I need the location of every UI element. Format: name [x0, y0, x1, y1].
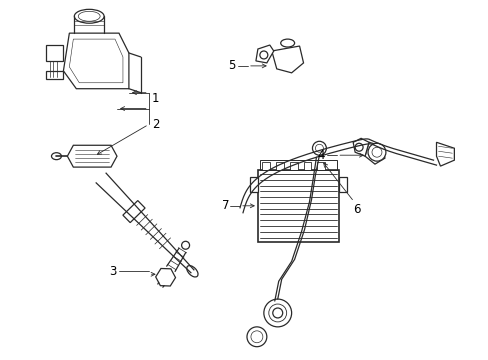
Polygon shape	[365, 142, 384, 164]
Ellipse shape	[186, 266, 198, 277]
Polygon shape	[317, 162, 325, 170]
Polygon shape	[63, 33, 129, 89]
Text: 7: 7	[222, 199, 229, 212]
Ellipse shape	[74, 9, 104, 23]
Circle shape	[312, 141, 325, 155]
Polygon shape	[436, 142, 453, 166]
Polygon shape	[45, 71, 63, 79]
Polygon shape	[45, 45, 63, 61]
Text: 6: 6	[352, 203, 360, 216]
Text: 3: 3	[109, 265, 116, 278]
Circle shape	[272, 308, 282, 318]
Text: 2: 2	[151, 118, 159, 131]
Polygon shape	[262, 162, 269, 170]
Polygon shape	[303, 162, 311, 170]
Polygon shape	[289, 162, 297, 170]
Polygon shape	[249, 177, 257, 192]
Circle shape	[367, 143, 385, 161]
Bar	[257, 170, 339, 242]
Polygon shape	[339, 177, 346, 192]
Polygon shape	[352, 138, 368, 156]
Text: 5: 5	[228, 59, 235, 72]
Text: 1: 1	[151, 92, 159, 105]
Circle shape	[246, 327, 266, 347]
Circle shape	[259, 51, 267, 59]
Polygon shape	[122, 201, 145, 222]
Text: 4: 4	[317, 149, 324, 162]
Ellipse shape	[51, 153, 61, 159]
Ellipse shape	[280, 39, 294, 47]
Circle shape	[181, 241, 189, 249]
Polygon shape	[67, 145, 117, 167]
Polygon shape	[275, 162, 283, 170]
Polygon shape	[155, 269, 175, 286]
Polygon shape	[255, 45, 273, 63]
Polygon shape	[271, 46, 303, 73]
Circle shape	[354, 143, 362, 151]
Circle shape	[264, 299, 291, 327]
